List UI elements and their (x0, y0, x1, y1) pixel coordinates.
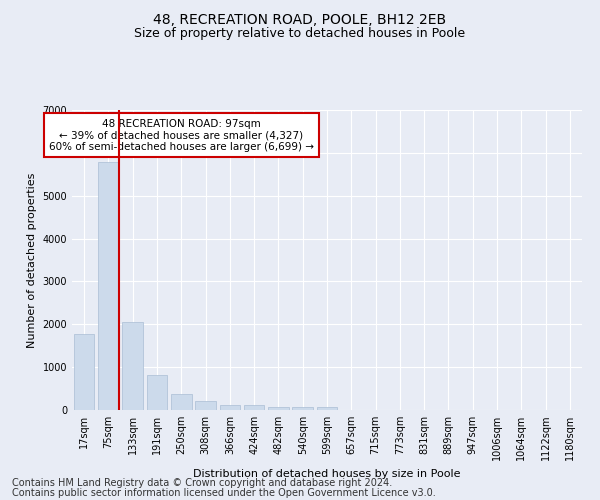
Bar (244, 406, 265, 410)
Bar (122, 322, 143, 410)
Bar (268, 407, 289, 410)
Bar (98, 162, 119, 410)
Y-axis label: Number of detached properties: Number of detached properties (27, 172, 37, 348)
Bar (292, 408, 313, 410)
Bar (74, 334, 94, 410)
Bar (146, 375, 167, 410)
Text: Size of property relative to detached houses in Poole: Size of property relative to detached ho… (134, 28, 466, 40)
Bar (171, 394, 191, 410)
X-axis label: Distribution of detached houses by size in Poole: Distribution of detached houses by size … (193, 468, 461, 478)
Text: Contains public sector information licensed under the Open Government Licence v3: Contains public sector information licen… (12, 488, 436, 498)
Text: Contains HM Land Registry data © Crown copyright and database right 2024.: Contains HM Land Registry data © Crown c… (12, 478, 392, 488)
Bar (195, 400, 216, 410)
Bar (317, 406, 337, 410)
Bar (220, 406, 240, 410)
Text: 48 RECREATION ROAD: 97sqm
← 39% of detached houses are smaller (4,327)
60% of se: 48 RECREATION ROAD: 97sqm ← 39% of detac… (49, 118, 314, 152)
Text: 48, RECREATION ROAD, POOLE, BH12 2EB: 48, RECREATION ROAD, POOLE, BH12 2EB (154, 12, 446, 26)
